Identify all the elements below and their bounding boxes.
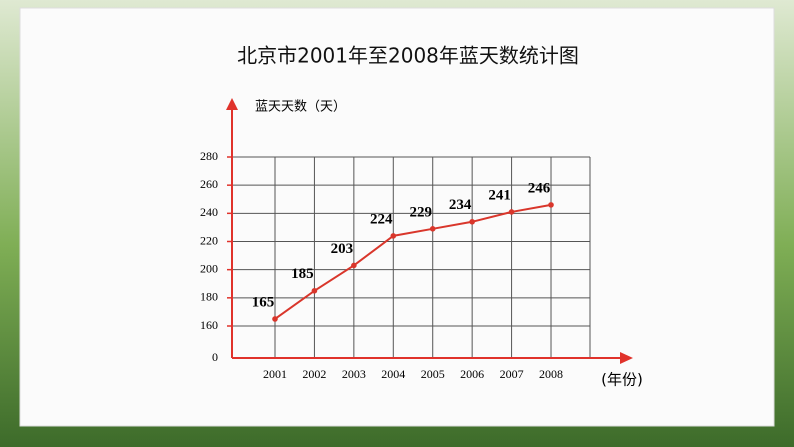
line (274, 203, 552, 320)
y-tick-label: 280 (200, 149, 218, 163)
y-axis-arrow (226, 98, 238, 110)
data-label: 246 (528, 180, 551, 196)
data-label: 224 (370, 211, 393, 227)
y-tick-label: 260 (200, 177, 218, 191)
point (469, 218, 475, 225)
point (508, 209, 515, 215)
data-label: 165 (252, 294, 275, 310)
y-tick-label: 180 (200, 290, 218, 304)
point (351, 262, 357, 269)
y-tick-label: 160 (200, 318, 218, 332)
x-axis-arrow (620, 352, 633, 364)
y-tick-label: 220 (200, 233, 218, 247)
point (390, 233, 397, 239)
data-label: 185 (291, 266, 314, 282)
y-tick-label: 240 (200, 205, 218, 219)
x-tick-label: 2008 (539, 367, 563, 381)
x-tick-label: 2001 (263, 367, 287, 381)
y-tick-label: 200 (200, 261, 218, 275)
x-tick-label: 2006 (460, 367, 484, 381)
x-tick-label: 2002 (302, 367, 326, 381)
x-axis-label: (年份) (601, 371, 643, 389)
y-axis-label: 蓝天天数（天） (255, 100, 346, 115)
data-label: 234 (449, 197, 472, 213)
point (272, 316, 278, 322)
point (548, 202, 554, 208)
x-tick-label: 2005 (421, 367, 445, 381)
point (311, 287, 318, 294)
grid (227, 156, 591, 358)
card (19, 7, 775, 427)
data-label: 229 (409, 204, 432, 220)
marks: 165 185 203 224 229 234 241 246 (252, 180, 554, 322)
x-tick-label: 2004 (381, 367, 405, 381)
x-tick-label: 2003 (342, 367, 366, 381)
data-label: 203 (331, 241, 354, 257)
x-tick-label: 2007 (500, 367, 524, 381)
chart-title: 北京市2001年至2008年蓝天数统计图 (237, 44, 579, 68)
point (429, 226, 436, 232)
data-label: 241 (488, 187, 511, 203)
y-tick-label: 0 (212, 350, 218, 364)
